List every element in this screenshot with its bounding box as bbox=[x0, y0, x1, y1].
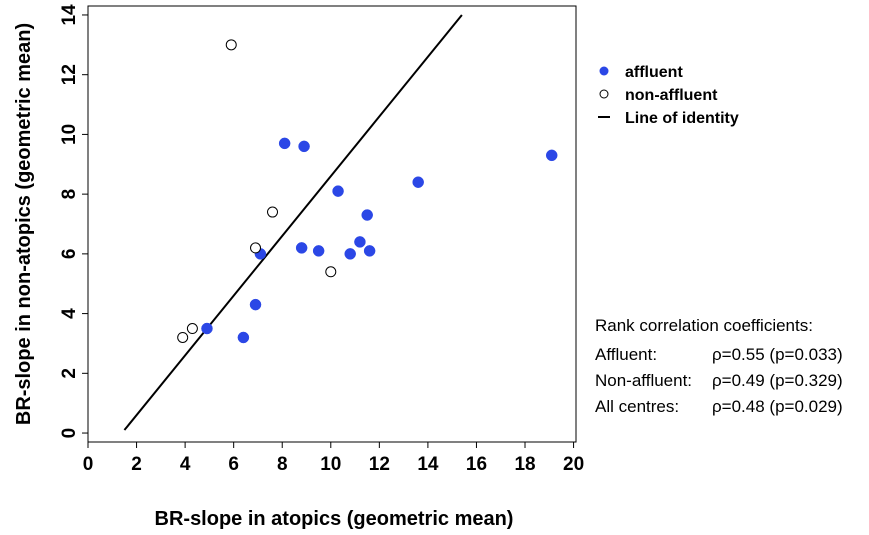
x-tick-label: 8 bbox=[277, 454, 288, 475]
y-tick-label: 8 bbox=[59, 189, 80, 200]
legend: affluent non-affluent Line of identity bbox=[598, 64, 739, 127]
legend-label: affluent bbox=[625, 64, 683, 81]
y-tick-label: 10 bbox=[59, 124, 80, 145]
affluent-point bbox=[344, 248, 356, 260]
legend-label: non-affluent bbox=[625, 87, 718, 104]
y-axis-title: BR-slope in non-atopics (geometric mean) bbox=[13, 23, 35, 425]
x-tick-label: 10 bbox=[320, 454, 341, 475]
plot-frame bbox=[87, 5, 577, 443]
x-tick-label: 12 bbox=[369, 454, 390, 475]
annotation-row-value: ρ=0.55 (p=0.033) bbox=[712, 345, 843, 364]
affluent-point bbox=[298, 140, 310, 153]
legend-label: Line of identity bbox=[625, 110, 739, 127]
x-tick-label: 14 bbox=[417, 454, 439, 475]
correlation-annotation: Rank correlation coefficients: Affluent: ρ… bbox=[595, 316, 843, 416]
affluent-point bbox=[237, 331, 250, 344]
y-axis: 0 2 4 6 8 10 12 14 bbox=[59, 4, 88, 438]
y-tick-label: 2 bbox=[59, 368, 80, 379]
annotation-row-value: ρ=0.49 (p=0.329) bbox=[712, 371, 843, 390]
annotation-row-label: Non-affluent: bbox=[595, 371, 692, 390]
legend-non-affluent-marker bbox=[599, 89, 609, 99]
x-axis: 0 2 4 6 8 10 12 14 16 18 20 bbox=[83, 442, 584, 475]
affluent-point bbox=[363, 245, 376, 257]
affluent-point bbox=[312, 245, 325, 257]
affluent-point bbox=[201, 322, 213, 335]
y-tick-label: 0 bbox=[59, 428, 80, 439]
y-tick-label: 4 bbox=[59, 308, 80, 319]
x-tick-label: 2 bbox=[131, 454, 142, 475]
annotation-row-value: ρ=0.48 (p=0.029) bbox=[712, 397, 843, 416]
non-affluent-point bbox=[177, 331, 189, 343]
affluent-point bbox=[278, 137, 291, 150]
line-of-identity bbox=[123, 14, 463, 431]
x-tick-label: 0 bbox=[83, 454, 94, 475]
annotation-row-label: Affluent: bbox=[595, 345, 657, 364]
annotation-heading: Rank correlation coefficients: bbox=[595, 316, 813, 335]
data-points bbox=[123, 14, 558, 431]
y-tick-label: 6 bbox=[59, 249, 80, 260]
y-tick-label: 12 bbox=[59, 64, 80, 85]
x-tick-label: 6 bbox=[228, 454, 239, 475]
x-tick-label: 18 bbox=[514, 454, 535, 475]
non-affluent-point bbox=[225, 39, 237, 51]
x-tick-label: 20 bbox=[563, 454, 584, 475]
affluent-point bbox=[295, 242, 308, 254]
affluent-point bbox=[361, 209, 373, 221]
legend-affluent-marker bbox=[599, 66, 609, 76]
x-tick-label: 4 bbox=[180, 454, 191, 475]
annotation-row-label: All centres: bbox=[595, 397, 679, 416]
non-affluent-point bbox=[267, 206, 279, 218]
affluent-point bbox=[354, 236, 366, 248]
y-tick-label: 14 bbox=[59, 4, 80, 26]
x-tick-label: 16 bbox=[466, 454, 487, 475]
affluent-point bbox=[545, 149, 558, 162]
affluent-point bbox=[332, 185, 344, 197]
non-affluent-point bbox=[186, 323, 198, 335]
affluent-point bbox=[412, 176, 424, 188]
affluent-point bbox=[249, 298, 262, 311]
x-axis-title: BR-slope in atopics (geometric mean) bbox=[155, 508, 514, 530]
non-affluent-point bbox=[250, 242, 262, 254]
non-affluent-point bbox=[325, 266, 337, 278]
